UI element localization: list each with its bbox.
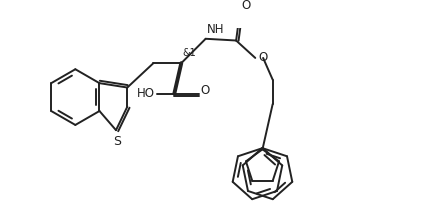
Text: O: O [258,51,268,64]
Text: &1: &1 [182,48,196,58]
Text: NH: NH [207,23,224,36]
Text: HO: HO [137,87,155,100]
Text: S: S [113,135,121,148]
Text: O: O [242,0,251,12]
Text: O: O [201,84,210,97]
